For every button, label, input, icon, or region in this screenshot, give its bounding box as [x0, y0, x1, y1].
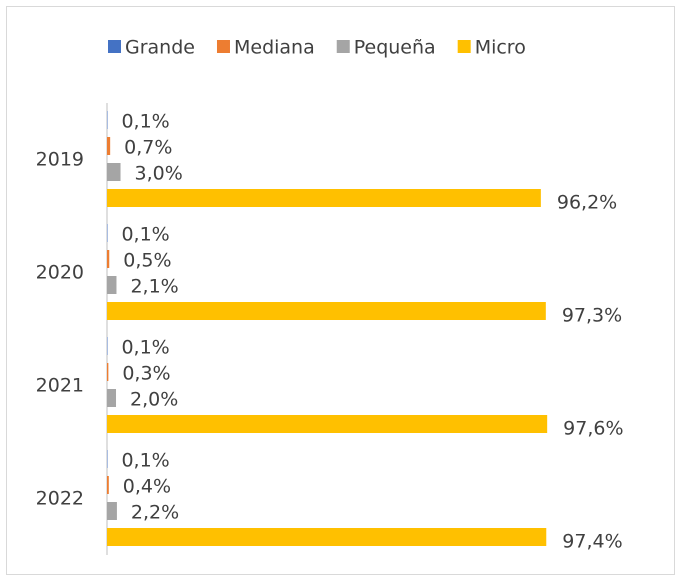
- data-label: 2,2%: [131, 502, 179, 524]
- bar: [107, 528, 547, 546]
- data-label: 0,1%: [121, 450, 169, 472]
- data-label: 97,3%: [562, 305, 622, 327]
- bar: [107, 389, 117, 407]
- bar: [107, 163, 121, 181]
- data-label: 0,1%: [121, 111, 169, 133]
- bar: [107, 476, 109, 494]
- data-label: 0,7%: [124, 137, 172, 159]
- data-label: 0,3%: [122, 363, 170, 385]
- legend-label: Mediana: [234, 37, 315, 59]
- data-label: 97,6%: [563, 418, 623, 440]
- legend-label: Micro: [475, 37, 526, 59]
- data-label: 2,1%: [130, 276, 178, 298]
- bar: [107, 502, 117, 520]
- bar: [107, 415, 548, 433]
- data-label: 0,1%: [121, 224, 169, 246]
- legend-label: Pequeña: [354, 37, 436, 59]
- y-tick-label: 2019: [36, 149, 84, 171]
- y-tick-label: 2020: [36, 262, 84, 284]
- legend-label: Grande: [125, 37, 195, 59]
- bar: [107, 250, 110, 268]
- data-label: 2,0%: [130, 389, 178, 411]
- y-tick-label: 2022: [36, 488, 84, 510]
- legend-swatch: [457, 40, 471, 53]
- data-label: 96,2%: [557, 192, 617, 214]
- bar: [107, 189, 541, 207]
- legend-swatch: [216, 40, 230, 53]
- bar: [107, 276, 117, 294]
- data-label: 97,4%: [562, 531, 622, 553]
- bar: [107, 302, 546, 320]
- data-label: 0,1%: [121, 337, 169, 359]
- data-label: 0,4%: [123, 476, 171, 498]
- y-tick-label: 2021: [36, 375, 84, 397]
- legend-swatch: [336, 40, 350, 53]
- data-label: 3,0%: [135, 163, 183, 185]
- bar: [107, 137, 111, 155]
- bar: [107, 363, 109, 381]
- legend-swatch: [108, 40, 121, 53]
- chart-border: [6, 6, 675, 575]
- data-label: 0,5%: [123, 250, 171, 272]
